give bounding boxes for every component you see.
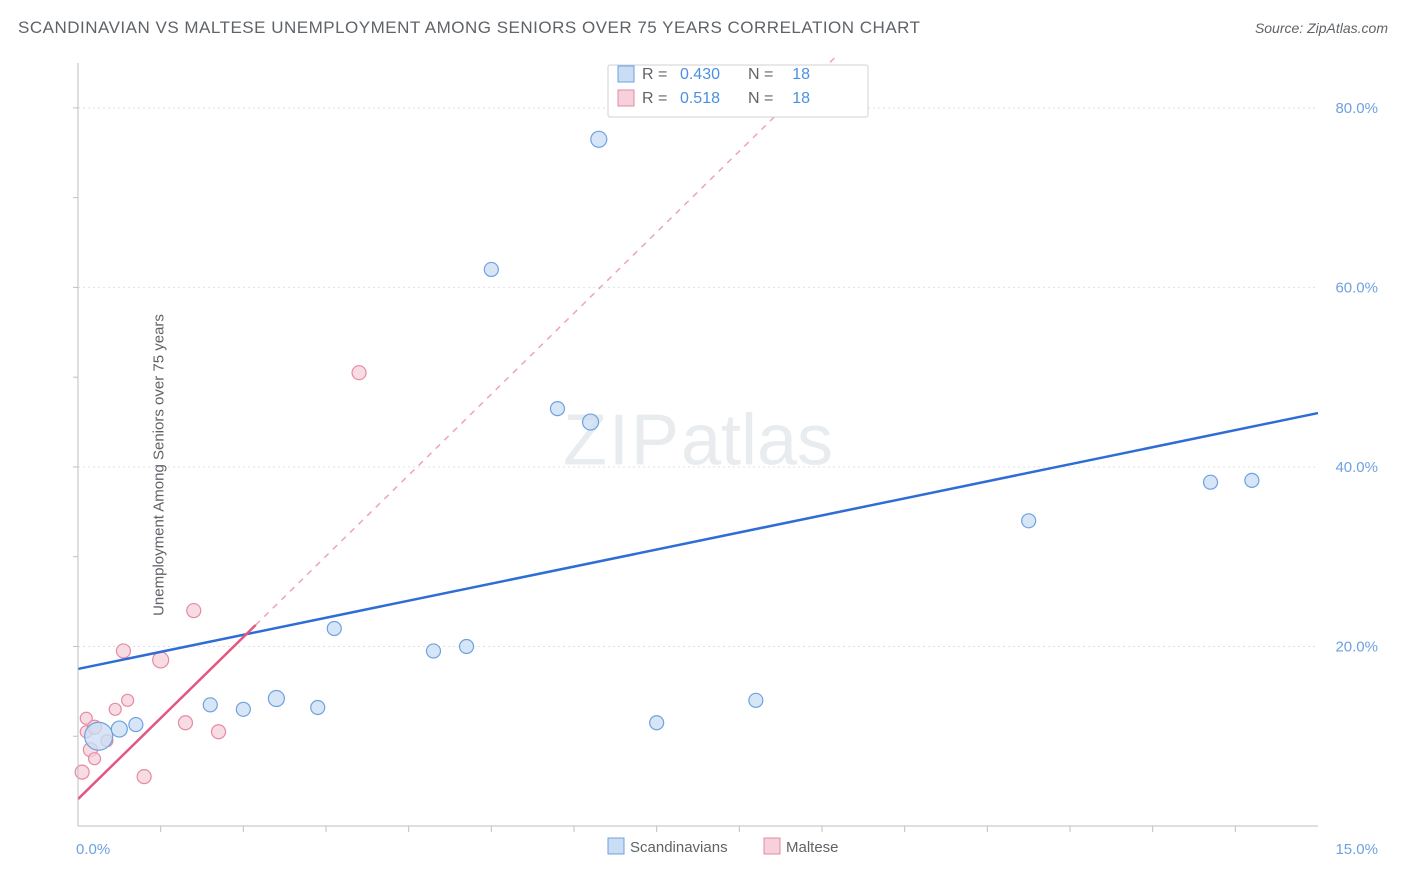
data-point <box>550 402 564 416</box>
data-point <box>153 652 169 668</box>
trend-line-extrapolated <box>256 55 839 625</box>
data-point <box>352 366 366 380</box>
y-tick-label: 80.0% <box>1335 100 1378 117</box>
data-point <box>311 701 325 715</box>
y-tick-label: 40.0% <box>1335 459 1378 476</box>
series-legend: Scandinavians Maltese <box>608 838 839 856</box>
legend-n-label: N = <box>748 66 773 83</box>
data-point <box>109 703 121 715</box>
data-point <box>1022 514 1036 528</box>
data-point <box>203 698 217 712</box>
data-point <box>426 644 440 658</box>
data-point <box>749 693 763 707</box>
correlation-legend: R = 0.430 N = 18 R = 0.518 N = 18 <box>608 65 868 117</box>
scatter-plot: ZIPatlas 20.0% 40.0% 60.0% 80.0% 0.0% 15.0% R =… <box>66 55 1388 874</box>
legend-series-label: Scandinavians <box>630 839 728 856</box>
y-tick-label: 60.0% <box>1335 279 1378 296</box>
watermark: ZIPatlas <box>563 401 833 481</box>
x-tick-label: 15.0% <box>1335 841 1378 858</box>
data-point <box>212 725 226 739</box>
data-point <box>137 770 151 784</box>
data-point <box>89 753 101 765</box>
legend-swatch <box>618 90 634 106</box>
y-tick-label: 20.0% <box>1335 638 1378 655</box>
data-point <box>583 414 599 430</box>
legend-swatch <box>608 838 624 854</box>
chart-title: SCANDINAVIAN VS MALTESE UNEMPLOYMENT AMO… <box>18 18 921 38</box>
data-point <box>1204 475 1218 489</box>
legend-r-label: R = <box>642 66 667 83</box>
data-point <box>591 131 607 147</box>
legend-n-label: N = <box>748 90 773 107</box>
legend-n-value: 18 <box>792 66 810 83</box>
data-point <box>236 702 250 716</box>
data-point <box>129 718 143 732</box>
legend-series-label: Maltese <box>786 839 839 856</box>
data-point <box>460 639 474 653</box>
data-point <box>327 622 341 636</box>
data-point <box>178 716 192 730</box>
data-point <box>268 691 284 707</box>
legend-swatch <box>618 66 634 82</box>
data-point <box>484 262 498 276</box>
trend-line <box>78 413 1318 669</box>
data-point <box>122 694 134 706</box>
data-point <box>187 604 201 618</box>
legend-swatch <box>764 838 780 854</box>
data-point <box>85 722 113 750</box>
data-point <box>116 644 130 658</box>
data-point <box>75 765 89 779</box>
data-point <box>111 721 127 737</box>
legend-r-value: 0.518 <box>680 90 720 107</box>
legend-n-value: 18 <box>792 90 810 107</box>
data-point <box>1245 473 1259 487</box>
legend-r-value: 0.430 <box>680 66 720 83</box>
legend-r-label: R = <box>642 90 667 107</box>
data-point <box>650 716 664 730</box>
x-tick-label: 0.0% <box>76 841 110 858</box>
source-attribution: Source: ZipAtlas.com <box>1255 20 1388 36</box>
